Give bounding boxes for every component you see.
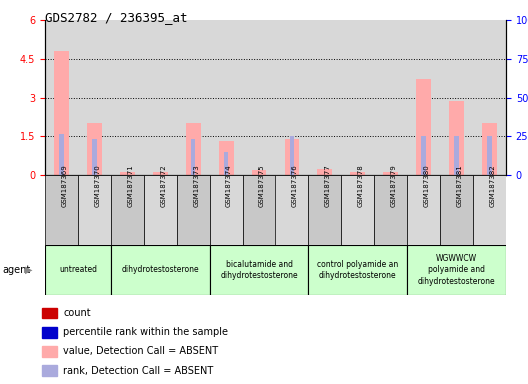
Text: GSM187382: GSM187382	[489, 164, 496, 207]
Bar	[317, 169, 332, 175]
Bar	[308, 175, 342, 245]
Bar	[59, 134, 64, 175]
Bar	[416, 79, 431, 175]
Text: untreated: untreated	[59, 265, 97, 275]
Bar	[383, 172, 398, 175]
Text: value, Detection Call = ABSENT: value, Detection Call = ABSENT	[63, 346, 218, 356]
Bar	[276, 175, 308, 245]
Text: GSM187375: GSM187375	[259, 164, 265, 207]
Text: GDS2782 / 236395_at: GDS2782 / 236395_at	[45, 12, 187, 25]
Bar	[440, 175, 473, 245]
Bar	[42, 308, 57, 318]
Bar	[191, 139, 195, 175]
Bar	[285, 139, 299, 175]
Bar	[210, 245, 308, 295]
Bar	[219, 141, 233, 175]
Text: ▶: ▶	[25, 265, 33, 275]
Text: GSM187379: GSM187379	[391, 164, 397, 207]
Bar	[153, 172, 168, 175]
Bar	[290, 136, 294, 175]
Bar	[111, 175, 144, 245]
Bar	[308, 245, 407, 295]
Bar	[92, 139, 97, 175]
Text: dihydrotestosterone: dihydrotestosterone	[121, 265, 199, 275]
Bar	[224, 152, 228, 175]
Text: WGWWCW
polyamide and
dihydrotestosterone: WGWWCW polyamide and dihydrotestosterone	[418, 255, 495, 286]
Text: GSM187374: GSM187374	[226, 164, 232, 207]
Bar	[42, 346, 57, 357]
Bar	[42, 327, 57, 338]
Bar	[45, 175, 78, 245]
Text: GSM187371: GSM187371	[127, 164, 134, 207]
Text: agent: agent	[3, 265, 31, 275]
Bar	[45, 245, 111, 295]
Text: GSM187377: GSM187377	[325, 164, 331, 207]
Bar	[177, 175, 210, 245]
Text: GSM187381: GSM187381	[457, 164, 463, 207]
Text: control polyamide an
dihydrotestosterone: control polyamide an dihydrotestosterone	[317, 260, 399, 280]
Bar	[186, 123, 201, 175]
Bar	[374, 175, 407, 245]
Bar	[87, 123, 102, 175]
Bar	[54, 51, 69, 175]
Text: percentile rank within the sample: percentile rank within the sample	[63, 327, 228, 337]
Bar	[78, 175, 111, 245]
Bar	[210, 175, 242, 245]
Bar	[487, 136, 492, 175]
Bar	[455, 136, 459, 175]
Bar	[351, 172, 365, 175]
Text: GSM187376: GSM187376	[292, 164, 298, 207]
Bar	[421, 136, 426, 175]
Bar	[111, 245, 210, 295]
Bar	[342, 175, 374, 245]
Bar	[407, 175, 440, 245]
Text: count: count	[63, 308, 91, 318]
Bar	[144, 175, 177, 245]
Text: GSM187372: GSM187372	[161, 164, 166, 207]
Text: GSM187370: GSM187370	[95, 164, 100, 207]
Text: GSM187373: GSM187373	[193, 164, 199, 207]
Text: GSM187369: GSM187369	[61, 164, 68, 207]
Bar	[449, 101, 464, 175]
Bar	[120, 172, 135, 175]
Bar	[252, 170, 267, 175]
Text: GSM187378: GSM187378	[358, 164, 364, 207]
Bar	[42, 365, 57, 376]
Text: GSM187380: GSM187380	[423, 164, 430, 207]
Text: bicalutamide and
dihydrotestosterone: bicalutamide and dihydrotestosterone	[220, 260, 298, 280]
Bar	[407, 245, 506, 295]
Bar	[482, 123, 497, 175]
Bar	[473, 175, 506, 245]
Text: rank, Detection Call = ABSENT: rank, Detection Call = ABSENT	[63, 366, 213, 376]
Bar	[242, 175, 276, 245]
